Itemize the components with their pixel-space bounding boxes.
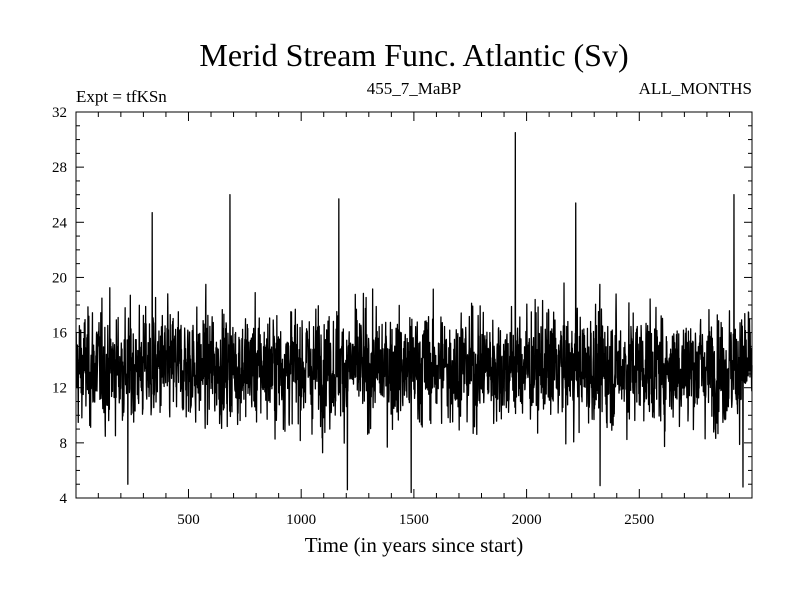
y-tick-label: 28 xyxy=(52,160,67,176)
period-label: 455_7_MaBP xyxy=(367,79,461,98)
series-line xyxy=(75,132,753,494)
months-label: ALL_MONTHS xyxy=(639,79,752,98)
y-tick-label: 12 xyxy=(52,381,67,397)
x-tick-label: 1000 xyxy=(286,512,316,528)
y-tick-label: 8 xyxy=(60,436,68,452)
y-tick-label: 4 xyxy=(60,491,68,507)
y-tick-label: 32 xyxy=(52,105,67,121)
y-tick-label: 24 xyxy=(52,215,68,231)
y-tick-label: 20 xyxy=(52,270,67,286)
experiment-label: Expt = tfKSn xyxy=(76,87,167,106)
x-tick-label: 2000 xyxy=(512,512,542,528)
chart-title: Merid Stream Func. Atlantic (Sv) xyxy=(199,37,628,73)
x-tick-label: 2500 xyxy=(624,512,654,528)
y-tick-label: 16 xyxy=(52,326,68,342)
plot-area: 4 8 12 16 20 24 28 32 500 1000 1500 2000 2500 xyxy=(52,105,753,528)
x-tick-label: 500 xyxy=(177,512,200,528)
x-tick-label: 1500 xyxy=(399,512,429,528)
x-axis-label: Time (in years since start) xyxy=(305,533,524,557)
